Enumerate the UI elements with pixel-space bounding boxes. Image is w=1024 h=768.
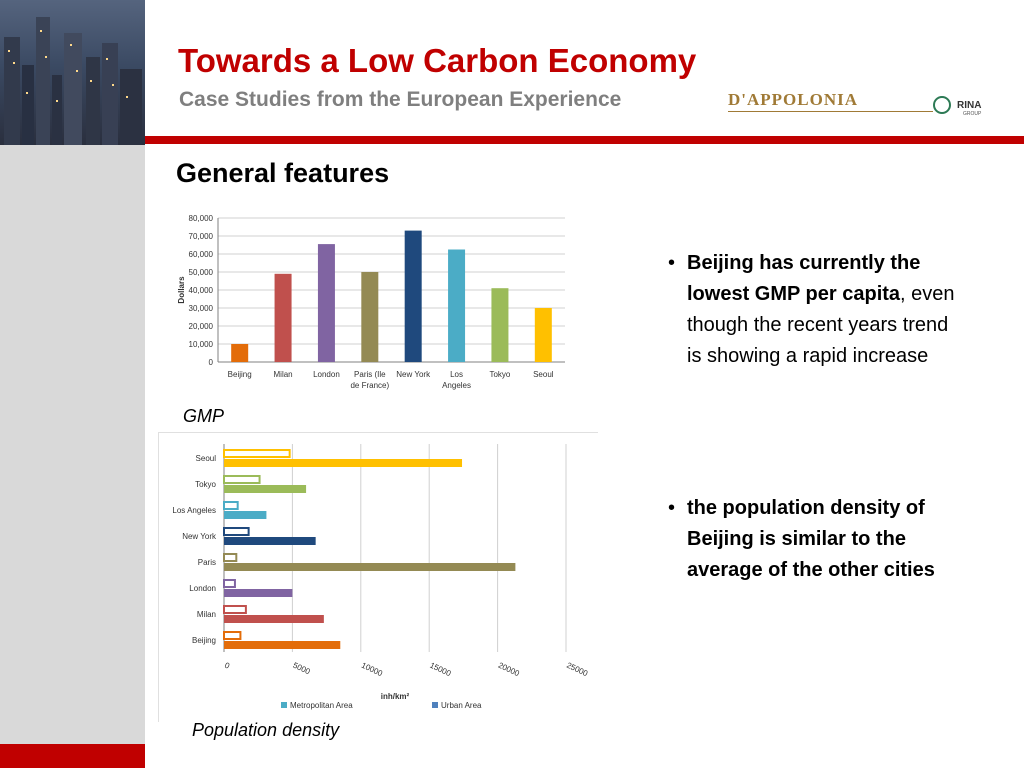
urban-area-bar — [224, 511, 267, 519]
gmp-bar — [491, 288, 509, 362]
bullet-dot: • — [668, 497, 676, 519]
urban-area-bar — [224, 459, 463, 467]
y-axis-title: Dollars — [177, 276, 186, 304]
x-category-label: Beijing — [228, 370, 252, 379]
x-tick-label: 10000 — [360, 661, 384, 679]
x-category-label: de France) — [350, 381, 389, 390]
metro-area-bar — [223, 527, 250, 536]
urban-area-bar — [224, 589, 293, 597]
y-tick-label: 70,000 — [189, 232, 214, 241]
bullet-bold-text: the population density of Beijing is sim… — [687, 497, 935, 581]
metro-area-bar — [223, 475, 261, 484]
dappolonia-rina-logo: D'APPOLONIA RINA GROUP — [728, 88, 988, 124]
bullet-text: Beijing has currently the lowest GMP per… — [668, 248, 960, 372]
gmp-bar — [404, 230, 422, 362]
section-heading: General features — [176, 158, 390, 188]
y-tick-label: 30,000 — [189, 304, 214, 313]
x-category-label: Milan — [274, 370, 293, 379]
urban-area-bar — [224, 537, 316, 545]
y-category-label: Paris — [198, 558, 216, 567]
y-tick-label: 20,000 — [189, 322, 214, 331]
population-density-bar-chart: 0 5000 10000 15000 20000 25000 Seoul Tokyo Los A… — [158, 432, 598, 722]
y-tick-label: 40,000 — [189, 286, 214, 295]
gmp-caption: GMP — [183, 406, 225, 426]
y-category-label: Tokyo — [195, 480, 216, 489]
metro-area-bar — [223, 579, 236, 588]
bullet-density: • the population density of Beijing is s… — [668, 493, 960, 586]
gmp-bar — [274, 273, 292, 362]
metro-area-bar — [223, 631, 242, 640]
logo-partner-subtext: GROUP — [963, 111, 982, 117]
rina-emblem-icon — [933, 96, 951, 114]
gmp-bar — [448, 249, 466, 362]
x-category-label: Los — [450, 370, 463, 379]
y-tick-label: 10,000 — [189, 340, 214, 349]
x-tick-label: 20000 — [497, 661, 521, 679]
x-category-label: New York — [396, 370, 431, 379]
bullet-bold-text: Beijing has currently the lowest GMP per… — [687, 252, 921, 305]
gmp-bar — [317, 244, 335, 362]
urban-area-bar — [224, 563, 516, 571]
urban-area-bar — [224, 641, 341, 649]
gmp-bar — [361, 272, 379, 362]
x-category-label: London — [313, 370, 340, 379]
y-category-label: Los Angeles — [172, 506, 216, 515]
y-tick-label: 50,000 — [189, 268, 214, 277]
urban-area-bar — [224, 615, 324, 623]
y-category-label: New York — [182, 532, 217, 541]
bullet-regular-text: , even though the recent years trend is … — [687, 283, 955, 367]
gmp-bar-chart: 0 10,000 20,000 30,000 40,000 50,000 60,000 70,… — [177, 214, 565, 390]
metro-area-bar — [223, 553, 238, 562]
y-category-label: London — [189, 584, 216, 593]
x-tick-label: 0 — [223, 661, 231, 671]
x-axis-title: inh/km² — [381, 692, 410, 701]
x-tick-label: 25000 — [565, 661, 589, 679]
y-tick-label: 0 — [209, 358, 214, 367]
legend-label: Urban Area — [441, 701, 482, 710]
metro-area-bar — [223, 449, 291, 458]
legend-swatch — [281, 702, 287, 708]
metro-area-bar — [223, 605, 247, 614]
x-tick-label: 15000 — [428, 661, 452, 679]
slide-subtitle: Case Studies from the European Experienc… — [179, 88, 622, 111]
legend-label: Metropolitan Area — [290, 701, 353, 710]
footer-red-block — [0, 744, 145, 768]
bullet-gmp: • Beijing has currently the lowest GMP p… — [668, 248, 960, 372]
y-category-label: Beijing — [192, 636, 216, 645]
header-red-rule — [145, 136, 1024, 144]
bullet-dot: • — [668, 252, 676, 274]
density-caption: Population density — [192, 720, 340, 740]
slide-title: Towards a Low Carbon Economy — [178, 42, 697, 79]
x-category-label: Tokyo — [489, 370, 510, 379]
gmp-bar — [231, 344, 249, 362]
bullet-text: the population density of Beijing is sim… — [668, 493, 960, 586]
x-tick-label: 5000 — [292, 661, 312, 677]
y-tick-label: 80,000 — [189, 214, 214, 223]
y-tick-label: 60,000 — [189, 250, 214, 259]
x-category-label: Angeles — [442, 381, 471, 390]
x-category-label: Paris (Ile — [354, 370, 386, 379]
y-category-label: Milan — [197, 610, 216, 619]
legend-swatch — [432, 702, 438, 708]
logo-brand-text: D'APPOLONIA — [728, 90, 858, 109]
logo-underline — [728, 111, 933, 112]
logo-partner-text: RINA — [957, 100, 982, 111]
metro-area-bar — [223, 501, 239, 510]
y-category-label: Seoul — [196, 454, 217, 463]
urban-area-bar — [224, 485, 307, 493]
gmp-bar — [534, 308, 552, 362]
city-skyline-photo — [0, 0, 145, 145]
x-category-label: Seoul — [533, 370, 554, 379]
